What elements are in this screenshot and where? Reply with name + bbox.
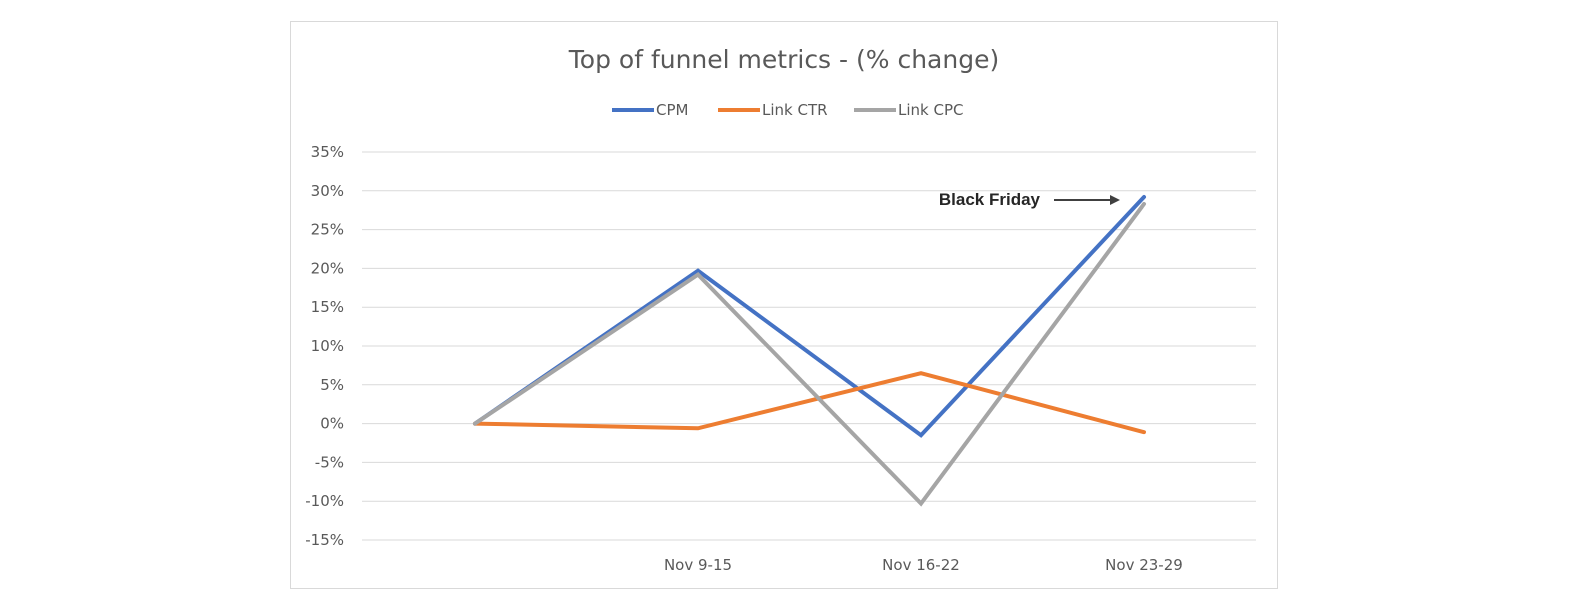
- legend-label: Link CTR: [762, 101, 828, 119]
- series-line-link-ctr: [473, 371, 1146, 435]
- x-tick-label: Nov 9-15: [664, 556, 732, 574]
- y-tick-label: 35%: [311, 143, 344, 161]
- chart-title: Top of funnel metrics - (% change): [568, 45, 999, 74]
- y-tick-label: 20%: [311, 259, 344, 277]
- x-tick-label: Nov 16-22: [882, 556, 960, 574]
- chart-frame: [290, 21, 1278, 589]
- chart-legend: CPM Link CTR Link CPC: [612, 101, 963, 119]
- y-tick-label: 25%: [311, 221, 344, 239]
- y-tick-label: -15%: [305, 531, 344, 549]
- gridlines: [362, 151, 1256, 541]
- y-tick-label: 5%: [320, 376, 344, 394]
- legend-label: Link CPC: [898, 101, 963, 119]
- x-axis-tick-labels: Nov 9-15 Nov 16-22 Nov 23-29: [664, 556, 1183, 574]
- y-tick-label: 30%: [311, 182, 344, 200]
- y-tick-label: -10%: [305, 492, 344, 510]
- y-tick-label: 0%: [320, 415, 344, 433]
- annotation-label: Black Friday: [939, 190, 1041, 209]
- x-tick-label: Nov 23-29: [1105, 556, 1183, 574]
- y-tick-label: -5%: [315, 453, 344, 471]
- series-lines: [473, 195, 1146, 507]
- y-tick-label: 10%: [311, 337, 344, 355]
- legend-label: CPM: [656, 101, 688, 119]
- y-axis-tick-labels: 35% 30% 25% 20% 15% 10% 5% 0% -5% -10% -15%: [305, 143, 344, 549]
- annotations: Black Friday: [939, 190, 1120, 209]
- y-tick-label: 15%: [311, 298, 344, 316]
- series-line-link-cpc: [473, 201, 1146, 507]
